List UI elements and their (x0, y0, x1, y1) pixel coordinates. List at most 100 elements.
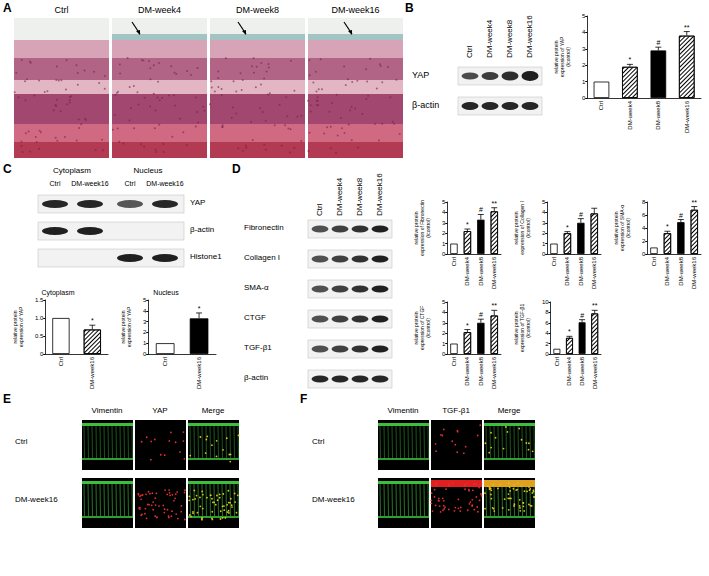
svg-text:Ctrl: Ctrl (598, 101, 604, 110)
svg-text:expression of YAP: expression of YAP (126, 306, 132, 347)
svg-text:DM-week8: DM-week8 (678, 256, 684, 285)
svg-text:*: * (466, 221, 469, 228)
svg-text:DM-week16: DM-week16 (196, 356, 202, 389)
svg-text:**: ** (684, 24, 690, 31)
svg-text:#: # (579, 211, 583, 218)
svg-text:4: 4 (582, 29, 586, 35)
svg-text:*: * (568, 328, 571, 335)
svg-text:DM-week16: DM-week16 (591, 256, 597, 289)
svg-text:Ctrl: Ctrl (58, 357, 64, 366)
svg-text:0.5: 0.5 (35, 333, 44, 339)
svg-text:1.0: 1.0 (35, 315, 44, 321)
svg-text:1.5: 1.5 (35, 297, 44, 303)
svg-text:4: 4 (442, 309, 446, 315)
svg-text:#: # (580, 312, 584, 319)
svg-text:5: 5 (442, 299, 446, 305)
svg-text:8: 8 (642, 199, 646, 205)
svg-text:DM-week4: DM-week4 (566, 356, 572, 385)
svg-text:DM-week16: DM-week16 (684, 100, 690, 133)
svg-text:DM-week8: DM-week8 (579, 356, 585, 385)
svg-text:DM-week8: DM-week8 (655, 100, 661, 129)
svg-text:5: 5 (582, 13, 586, 19)
svg-text:1: 1 (442, 241, 446, 247)
svg-text:2: 2 (143, 329, 147, 335)
svg-text:4: 4 (542, 209, 546, 215)
svg-text:3: 3 (582, 46, 586, 52)
svg-text:0: 0 (642, 251, 646, 257)
svg-text:2: 2 (545, 341, 549, 347)
svg-text:*: * (466, 322, 469, 329)
svg-text:DM-week16: DM-week16 (89, 356, 95, 389)
svg-text:DM-week8: DM-week8 (478, 256, 484, 285)
svg-text:(/control): (/control) (565, 47, 571, 67)
svg-text:#: # (679, 212, 683, 219)
svg-text:DM-week16: DM-week16 (491, 356, 497, 389)
svg-text:5: 5 (442, 199, 446, 205)
svg-text:8: 8 (545, 309, 549, 315)
svg-text:2: 2 (442, 330, 446, 336)
svg-text:*: * (666, 223, 669, 230)
svg-text:Ctrl: Ctrl (651, 257, 657, 266)
svg-text:DM-week4: DM-week4 (464, 356, 470, 385)
svg-text:1: 1 (442, 341, 446, 347)
svg-text:DM-week16: DM-week16 (691, 256, 697, 289)
svg-text:DM-week8: DM-week8 (478, 356, 484, 385)
svg-text:10: 10 (542, 299, 549, 305)
svg-text:6: 6 (642, 212, 646, 218)
svg-text:4: 4 (143, 308, 147, 314)
svg-text:(/control): (/control) (525, 218, 531, 238)
svg-text:2: 2 (642, 238, 646, 244)
svg-text:DM-week4: DM-week4 (464, 256, 470, 285)
svg-text:**: ** (492, 200, 498, 207)
svg-text:*: * (566, 224, 569, 231)
svg-text:0: 0 (143, 351, 147, 357)
svg-text:DM-week16: DM-week16 (491, 256, 497, 289)
svg-text:2: 2 (582, 62, 586, 68)
svg-text:*: * (91, 317, 94, 324)
svg-text:0: 0 (545, 351, 549, 357)
svg-text:DM-week4: DM-week4 (564, 256, 570, 285)
svg-text:5: 5 (542, 199, 546, 205)
svg-text:#: # (479, 206, 483, 213)
svg-text:0: 0 (582, 95, 586, 101)
svg-text:6: 6 (545, 320, 549, 326)
svg-text:1: 1 (582, 79, 586, 85)
svg-text:2: 2 (542, 230, 546, 236)
svg-text:3: 3 (442, 320, 446, 326)
svg-text:2: 2 (442, 230, 446, 236)
svg-text:*: * (629, 56, 632, 63)
svg-text:0: 0 (542, 251, 546, 257)
svg-text:Ctrl: Ctrl (451, 357, 457, 366)
svg-text:4: 4 (442, 209, 446, 215)
svg-text:#: # (656, 39, 660, 46)
svg-text:(/control): (/control) (425, 318, 431, 338)
svg-text:4: 4 (545, 330, 549, 336)
svg-text:3: 3 (442, 220, 446, 226)
svg-text:DM-week16: DM-week16 (592, 356, 598, 389)
svg-text:DM-week4: DM-week4 (664, 256, 670, 285)
svg-text:DM-week8: DM-week8 (578, 256, 584, 285)
svg-text:Ctrl: Ctrl (551, 257, 557, 266)
svg-text:0: 0 (40, 351, 44, 357)
svg-text:Ctrl: Ctrl (162, 357, 168, 366)
svg-text:1: 1 (542, 241, 546, 247)
svg-text:Nucleus: Nucleus (153, 289, 179, 296)
svg-text:(/control): (/control) (425, 218, 431, 238)
svg-text:#: # (479, 311, 483, 318)
svg-text:Ctrl: Ctrl (554, 357, 560, 366)
svg-text:expression of YAP: expression of YAP (18, 306, 24, 347)
svg-text:1: 1 (143, 340, 147, 346)
svg-text:5: 5 (143, 297, 147, 303)
svg-text:**: ** (492, 302, 498, 309)
svg-text:3: 3 (143, 319, 147, 325)
svg-text:**: ** (692, 199, 698, 206)
svg-text:4: 4 (642, 225, 646, 231)
svg-text:3: 3 (542, 220, 546, 226)
svg-text:**: ** (592, 302, 598, 309)
svg-text:0: 0 (442, 251, 446, 257)
svg-text:0: 0 (442, 351, 446, 357)
svg-text:*: * (198, 305, 201, 312)
svg-text:Ctrl: Ctrl (451, 257, 457, 266)
svg-text:DM-week4: DM-week4 (627, 100, 633, 129)
svg-text:(/control): (/control) (525, 318, 531, 338)
